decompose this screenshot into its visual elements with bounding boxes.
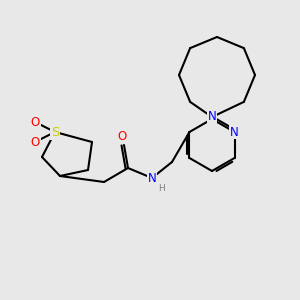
Text: N: N — [230, 125, 239, 139]
Text: N: N — [148, 172, 156, 184]
Text: O: O — [30, 136, 40, 148]
Text: S: S — [51, 125, 59, 139]
Text: N: N — [208, 110, 216, 124]
Text: H: H — [158, 184, 165, 193]
Text: O: O — [117, 130, 127, 143]
Text: O: O — [30, 116, 40, 128]
